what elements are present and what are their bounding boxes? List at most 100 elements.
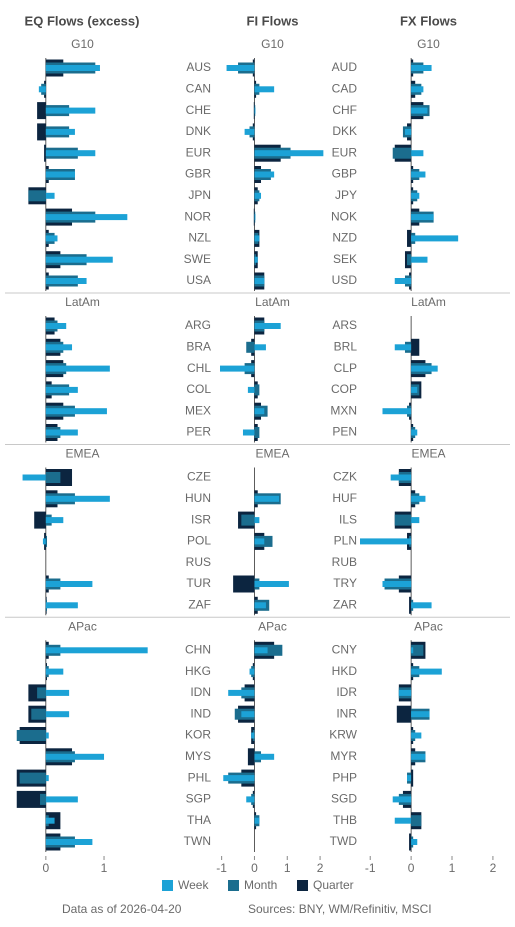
bar [254,86,275,93]
category-label: THB [333,813,357,827]
category-label: GBR [185,167,211,181]
category-label: TRY [333,576,357,590]
bar [396,705,412,723]
bar [254,644,283,656]
category-label: SGD [331,792,357,806]
category-label: SWE [184,252,211,266]
category-label: POL [187,534,211,548]
bar [45,753,105,760]
category-label: ISR [191,512,211,526]
bar [411,365,438,372]
bar [411,644,424,656]
x-tick-label: 1 [449,861,456,875]
bar [254,235,260,242]
bar [251,732,255,739]
bar [254,495,280,502]
category-label: THA [187,813,211,827]
bar [253,208,255,226]
bar [411,839,418,845]
category-label: TWD [330,834,358,848]
category-label: MYR [330,749,357,763]
bar [34,511,46,529]
bar [45,171,75,178]
bar [394,514,412,526]
bar [45,150,96,157]
bar [247,386,255,393]
category-label: EUR [186,145,212,159]
bar [249,668,255,675]
bar [254,171,275,178]
category-label: RUS [186,555,211,569]
legend-swatch [228,880,239,891]
category-label: CHN [185,642,211,656]
bar [254,408,265,415]
bar [223,775,255,782]
category-label: ZAR [333,597,357,611]
bar [220,365,255,372]
bar [45,278,87,284]
bar [37,123,46,141]
bar [254,278,265,284]
bar [254,192,262,199]
category-label: PLN [334,534,357,548]
bar [44,144,46,162]
bar [16,730,46,741]
bar [254,602,266,609]
category-label: PER [186,425,211,439]
group-label: G10 [261,37,284,51]
category-label: SGP [186,792,211,806]
bar [45,796,78,803]
bar [244,128,255,135]
bar [241,711,255,718]
bar [38,86,46,93]
bar [45,192,55,199]
bar [254,517,260,524]
bar [40,793,46,805]
bar [407,229,412,247]
category-label: COL [186,382,211,396]
bar [45,256,113,263]
category-label: USD [332,273,358,287]
bar [407,775,412,782]
bar [394,278,412,284]
bar [45,214,128,221]
group-label: APac [258,619,287,633]
bar [411,235,459,242]
panel-title: EQ Flows (excess) [25,13,140,28]
category-label: IDN [190,685,211,699]
bar [411,711,430,718]
x-tick-label: 1 [284,861,291,875]
legend-swatch [162,880,173,891]
bar [254,150,324,157]
group-label: EMEA [65,447,99,461]
category-label: MYS [185,749,211,763]
bar [45,817,55,824]
bar [411,732,422,739]
bar [390,474,412,481]
category-label: CNY [332,642,357,656]
bar [28,190,46,202]
category-label: ILS [339,512,357,526]
bar [382,408,412,415]
category-label: NOK [331,209,357,223]
bar [404,128,412,135]
category-label: HKD [332,664,358,678]
category-label: ARS [332,318,357,332]
bar [19,772,46,784]
bar [31,708,46,720]
bar [254,256,258,263]
bar [45,602,78,609]
bar [233,575,255,593]
bar [254,753,275,760]
category-label: KRW [329,728,357,742]
bar [45,235,58,242]
x-tick-label: 2 [317,861,324,875]
bar [254,647,268,654]
bar [360,538,412,545]
footer-date: Data as of 2026-04-20 [62,902,182,916]
group-label: EMEA [411,447,445,461]
category-label: TWN [184,834,211,848]
bar [246,341,255,353]
category-label: PHP [332,770,357,784]
